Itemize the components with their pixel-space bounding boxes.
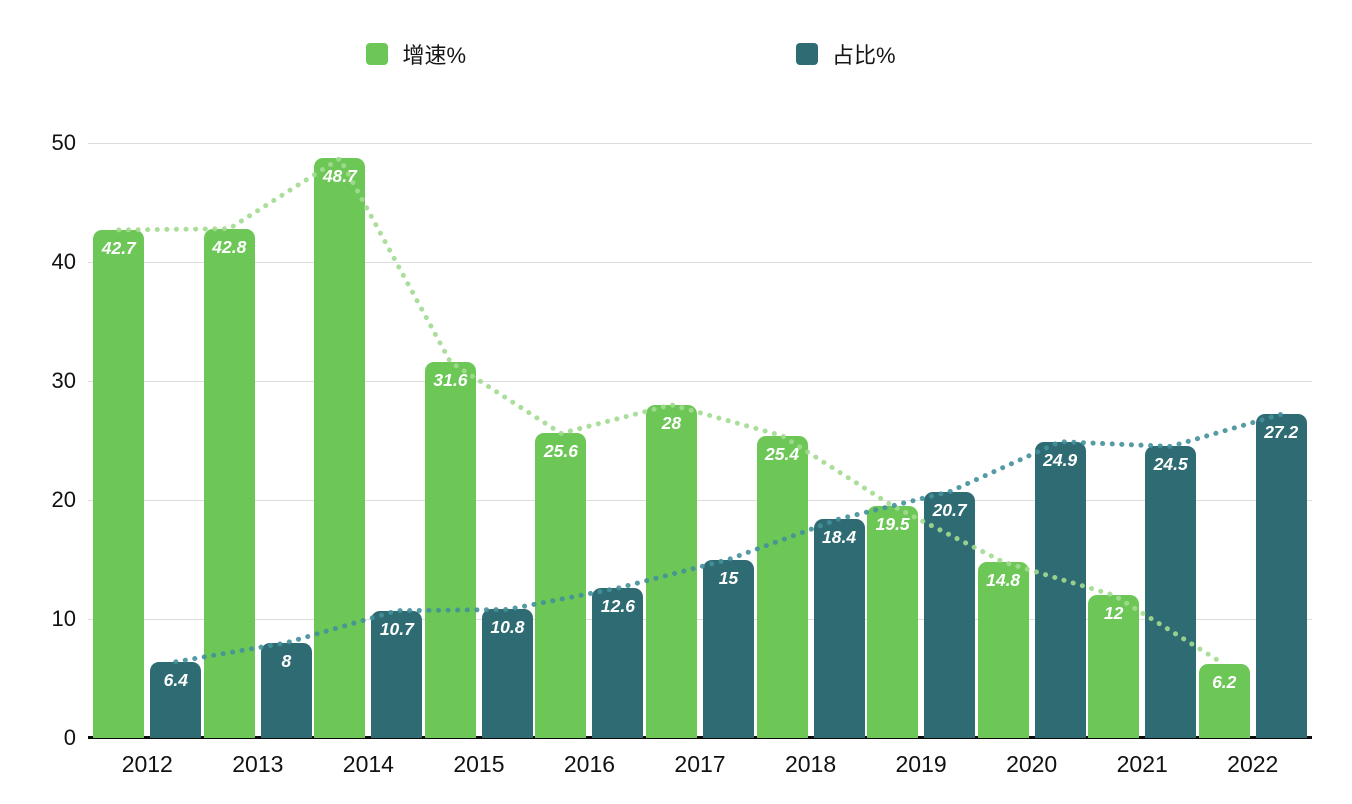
bar-value-label: 27.2 [1264, 422, 1299, 443]
bar-group: 48.7 10.7 [313, 143, 424, 738]
bar-value-label: 31.6 [433, 369, 468, 390]
bar-value-label: 18.4 [822, 527, 857, 548]
bar-group: 28 15 [645, 143, 756, 738]
bar-value-label: 42.7 [101, 237, 136, 258]
gridline [88, 143, 1312, 144]
x-tick-label: 2018 [784, 751, 837, 777]
x-tick-label: 2020 [1006, 751, 1058, 777]
bar-group: 31.6 10.8 [424, 143, 535, 738]
bar-growth-2015: 31.6 [424, 361, 476, 738]
bar-value-label: 15 [718, 567, 739, 588]
bar-share-2016: 12.6 [592, 588, 644, 738]
bar-group: 25.6 12.6 [534, 143, 645, 738]
bar-share-2013: 8 [260, 642, 312, 738]
bar-value-label: 42.8 [212, 236, 247, 257]
legend-label: 增速% [402, 43, 466, 68]
x-tick-label: 2012 [121, 751, 173, 777]
bar-share-2021: 24.5 [1145, 446, 1197, 738]
y-tick-label: 50 [51, 130, 76, 155]
bar-value-label: 6.2 [1212, 672, 1237, 693]
legend: 增速% 占比% [0, 38, 1352, 70]
x-axis-labels: 2012 2013 2014 2015 2016 2017 2018 2019 2020 2021… [92, 751, 1308, 778]
legend-label: 占比% [832, 43, 896, 68]
bar-group: 42.7 6.4 [92, 143, 203, 738]
bar-group: 6.2 27.2 [1197, 143, 1308, 738]
bar-growth-2014: 48.7 [314, 158, 366, 738]
bar-value-label: 25.6 [543, 441, 578, 462]
x-tick-label: 2013 [232, 751, 284, 777]
y-tick-label: 10 [51, 606, 76, 631]
bar-share-2014: 10.7 [371, 610, 423, 738]
y-tick-label: 40 [51, 249, 76, 274]
x-tick-label: 2022 [1227, 751, 1279, 777]
bar-value-label: 48.7 [322, 166, 357, 187]
bar-group: 19.5 20.7 [866, 143, 977, 738]
bar-share-2017: 15 [703, 559, 754, 738]
bar-share-2015: 10.8 [481, 609, 533, 738]
bar-group: 14.8 24.9 [976, 143, 1087, 738]
x-tick-label: 2014 [342, 751, 394, 777]
y-tick-label: 20 [51, 487, 76, 512]
bar-share-2019: 20.7 [924, 491, 976, 738]
x-tick-label: 2017 [674, 751, 726, 777]
bar-value-label: 24.5 [1153, 454, 1188, 475]
bar-growth-2016: 25.6 [535, 433, 587, 738]
y-tick-label: 0 [63, 725, 76, 750]
bar-group: 25.4 18.4 [755, 143, 866, 738]
bar-value-label: 12 [1103, 603, 1124, 624]
x-tick-label: 2019 [895, 751, 947, 777]
bar-growth-2012: 42.7 [93, 229, 145, 738]
x-tick-label: 2021 [1116, 751, 1168, 777]
bar-growth-2021: 12 [1088, 595, 1140, 738]
bar-share-2020: 24.9 [1034, 441, 1086, 738]
bar-value-label: 10.7 [379, 618, 414, 639]
bar-value-label: 20.7 [932, 499, 967, 520]
bar-share-2012: 6.4 [150, 661, 202, 738]
bar-share-2022: 27.2 [1255, 414, 1307, 738]
bar-group: 12 24.5 [1087, 143, 1198, 738]
bar-groups: 42.7 6.4 42.8 8 48.7 10.7 31.6 10.8 25.6 12.6 28 15… [92, 143, 1308, 738]
gridline [88, 736, 1312, 739]
bar-growth-2019: 19.5 [867, 505, 919, 738]
bar-growth-2018: 25.4 [756, 435, 808, 738]
legend-item-share: 占比% [796, 38, 896, 70]
bar-value-label: 24.9 [1043, 449, 1078, 470]
plot-area: 0 10 20 30 40 50 42.7 6.4 42.8 8 48.7 10.7 31.6 10.8… [52, 130, 1312, 777]
bar-growth-2022: 6.2 [1198, 664, 1250, 738]
y-tick-label: 30 [51, 368, 76, 393]
bar-growth-2017: 28 [646, 404, 697, 738]
legend-swatch [366, 43, 389, 65]
bar-value-label: 6.4 [163, 669, 188, 690]
bar-value-label: 14.8 [986, 569, 1021, 590]
bar-value-label: 8 [281, 650, 292, 671]
bar-growth-2020: 14.8 [977, 561, 1029, 738]
bar-group: 42.8 8 [203, 143, 314, 738]
x-tick-label: 2016 [563, 751, 616, 777]
legend-swatch [796, 43, 818, 65]
bar-growth-2013: 42.8 [203, 228, 255, 738]
bar-value-label: 10.8 [490, 617, 525, 638]
x-tick-label: 2015 [453, 751, 505, 777]
bar-value-label: 12.6 [600, 596, 635, 617]
legend-item-growth: 增速% [366, 38, 466, 70]
bar-value-label: 25.4 [765, 443, 800, 464]
bar-value-label: 19.5 [875, 513, 910, 534]
bar-value-label: 28 [661, 412, 682, 433]
bar-share-2018: 18.4 [813, 519, 865, 738]
